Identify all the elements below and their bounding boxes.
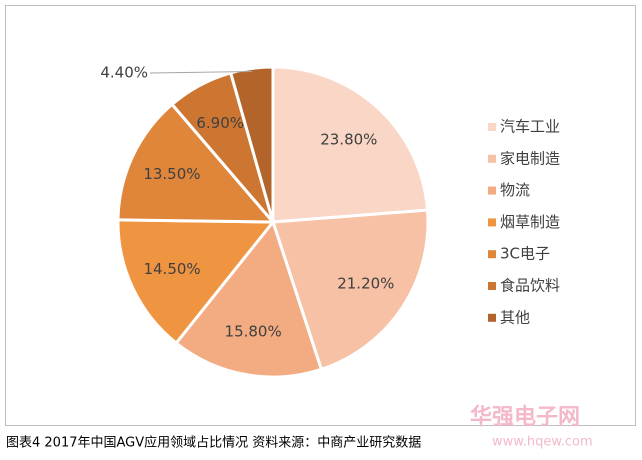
- pie-slice: [116, 102, 277, 224]
- pie-slice: [270, 208, 430, 372]
- legend-swatch: [488, 250, 496, 259]
- data-label: 15.80%: [225, 322, 282, 340]
- legend-swatch: [488, 218, 496, 227]
- legend-swatch: [488, 186, 496, 195]
- legend-label: 物流: [500, 181, 530, 199]
- legend-swatch: [488, 282, 496, 290]
- caption: 图表4 2017年中国AGV应用领域占比情况 资料来源：中商产业研究数据: [6, 435, 421, 451]
- data-label: 21.20%: [337, 274, 394, 292]
- data-label: 13.50%: [143, 165, 200, 183]
- pie-slice: [174, 218, 324, 379]
- watermark-url: www.hqew.com: [492, 435, 593, 450]
- data-label: 4.40%: [100, 64, 148, 82]
- legend-label: 汽车工业: [500, 118, 560, 136]
- pie: 23.80% 21.20% 15.80% 14.50% 13.50% 6.90% 4.40%: [100, 64, 430, 379]
- data-label: 23.80%: [320, 131, 377, 149]
- legend-label: 家电制造: [500, 149, 560, 167]
- data-label: 6.90%: [196, 114, 244, 132]
- legend-swatch: [488, 123, 496, 131]
- legend-label: 食品饮料: [500, 277, 560, 295]
- pie-slice: [228, 65, 275, 223]
- legend-label: 烟草制造: [500, 213, 560, 231]
- legend-swatch: [488, 313, 496, 322]
- legend-label: 其他: [500, 308, 530, 326]
- legend-label: 3C电子: [500, 245, 550, 263]
- pie-slice: [116, 218, 277, 346]
- watermark-name: 华强电子网: [470, 404, 580, 430]
- data-label: 14.50%: [143, 260, 200, 278]
- legend-swatch: [488, 154, 496, 163]
- leader-line: [149, 71, 253, 74]
- pie-slice: [271, 65, 430, 224]
